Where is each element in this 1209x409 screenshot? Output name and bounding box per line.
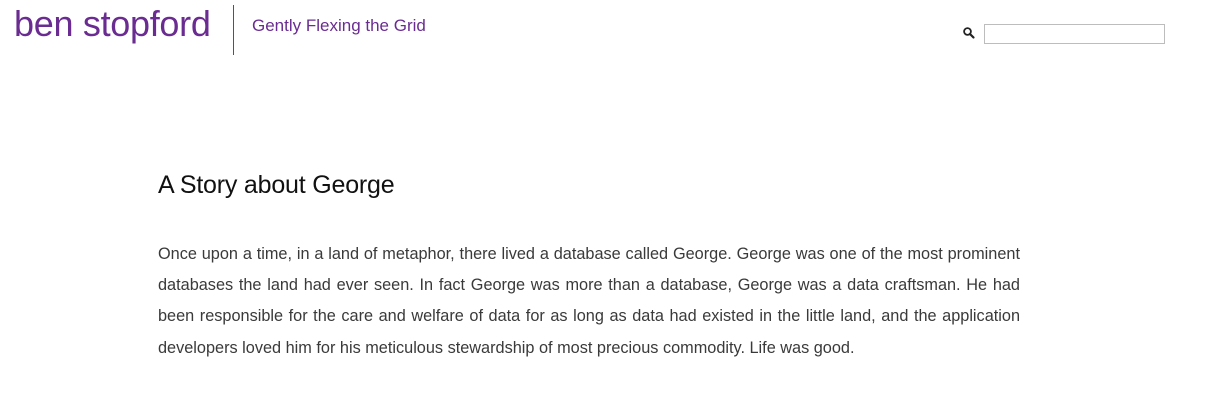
header-divider (233, 5, 234, 55)
site-tagline: Gently Flexing the Grid (252, 16, 426, 35)
search-icon[interactable] (962, 26, 976, 40)
search-input[interactable] (984, 24, 1165, 44)
post-article: A Story about George Once upon a time, i… (158, 166, 1020, 364)
post-title: A Story about George (158, 171, 395, 199)
site-header: ben stopford Gently Flexing the Grid (0, 0, 1209, 60)
post-body-paragraph: Once upon a time, in a land of metaphor,… (158, 245, 1020, 357)
site-title-link[interactable]: ben stopford (14, 3, 211, 44)
